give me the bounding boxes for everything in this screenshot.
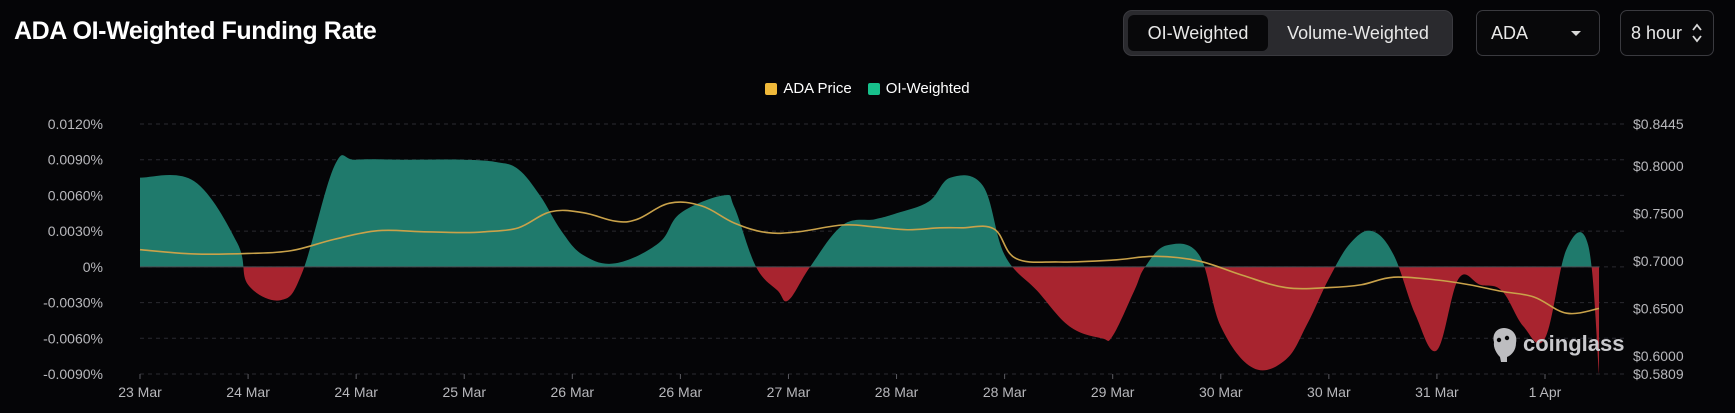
volume-weighted-tab[interactable]: Volume-Weighted [1287, 22, 1429, 43]
left-axis-tick: 0.0030% [48, 223, 103, 239]
left-axis-tick: 0.0090% [48, 152, 103, 168]
x-axis-tick: 25 Mar [442, 384, 486, 400]
legend-item-price[interactable]: ADA Price [765, 80, 852, 97]
left-axis-tick: 0% [83, 259, 103, 275]
chevron-down-icon [1571, 31, 1581, 36]
x-axis-tick: 24 Mar [334, 384, 378, 400]
sort-arrows-icon [1692, 23, 1702, 43]
chart-legend: ADA Price OI-Weighted [0, 80, 1735, 97]
interval-select[interactable]: 8 hour [1620, 10, 1714, 56]
legend-label-price: ADA Price [783, 80, 852, 97]
weighting-toggle: OI-Weighted Volume-Weighted [1123, 10, 1453, 56]
asset-select-value: ADA [1491, 22, 1529, 43]
legend-label-oi: OI-Weighted [885, 80, 970, 97]
x-axis-tick: 29 Mar [1091, 384, 1135, 400]
x-axis-tick: 30 Mar [1307, 384, 1351, 400]
coinglass-watermark: coinglass [1493, 328, 1624, 362]
legend-swatch-oi [867, 82, 880, 95]
funding-negative-area [243, 266, 1600, 374]
right-axis-tick: $0.6000 [1633, 348, 1684, 364]
right-axis-tick: $0.7500 [1633, 206, 1684, 222]
right-axis-tick: $0.8445 [1633, 116, 1684, 132]
x-axis-tick: 23 Mar [118, 384, 162, 400]
asset-select[interactable]: ADA [1476, 10, 1600, 56]
interval-select-value: 8 hour [1631, 22, 1683, 43]
left-axis-tick: -0.0060% [43, 330, 103, 346]
right-axis-tick: $0.6500 [1633, 300, 1684, 316]
x-axis-tick: 1 Apr [1529, 384, 1562, 400]
x-axis-tick: 28 Mar [983, 384, 1027, 400]
x-axis-tick: 26 Mar [659, 384, 703, 400]
x-axis-tick: 31 Mar [1415, 384, 1459, 400]
right-axis-tick: $0.8000 [1633, 158, 1684, 174]
funding-positive-area [140, 155, 1600, 267]
oi-weighted-tab[interactable]: OI-Weighted [1128, 15, 1268, 51]
left-axis-tick: -0.0030% [43, 295, 103, 311]
watermark-text: coinglass [1523, 331, 1624, 356]
left-axis-tick: -0.0090% [43, 366, 103, 382]
right-axis-tick: $0.5809 [1633, 366, 1684, 382]
legend-swatch-price [765, 82, 778, 95]
x-axis-tick: 28 Mar [875, 384, 919, 400]
left-axis-tick: 0.0120% [48, 116, 103, 132]
x-axis-tick: 27 Mar [767, 384, 811, 400]
page-title: ADA OI-Weighted Funding Rate [14, 17, 377, 45]
x-axis-tick: 26 Mar [551, 384, 595, 400]
left-axis-tick: 0.0060% [48, 187, 103, 203]
x-axis-tick: 24 Mar [226, 384, 270, 400]
x-axis-tick: 30 Mar [1199, 384, 1243, 400]
legend-item-oi[interactable]: OI-Weighted [867, 80, 970, 97]
coinglass-logo-icon [1493, 328, 1517, 362]
right-axis-tick: $0.7000 [1633, 253, 1684, 269]
price-line [139, 201, 1600, 315]
